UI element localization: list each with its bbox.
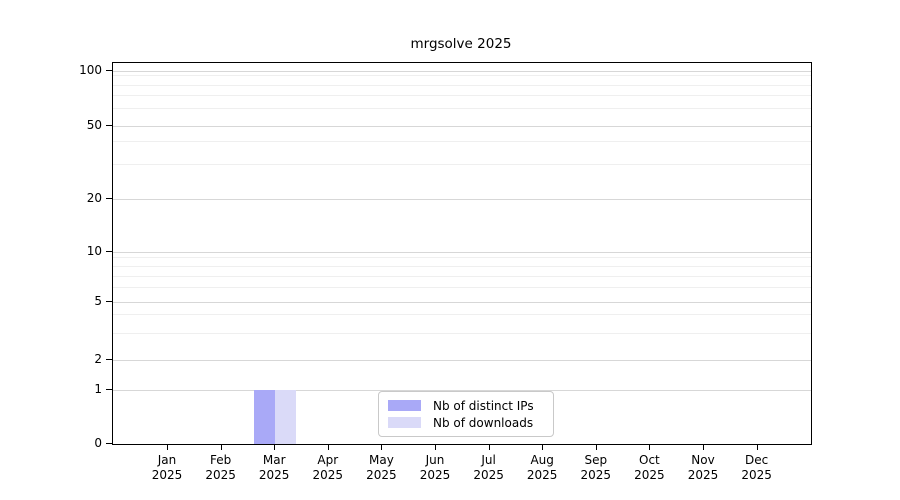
x-axis-tick-label: Dec 2025 (741, 453, 772, 482)
x-axis-tick (167, 444, 168, 450)
y-axis-tick (106, 301, 112, 302)
y-minor-gridline (113, 257, 811, 258)
y-major-gridline (113, 390, 811, 391)
y-axis-tick (106, 443, 112, 444)
y-minor-gridline (113, 141, 811, 142)
y-axis-tick (106, 125, 112, 126)
legend-item-distinct-ips: Nb of distinct IPs (388, 399, 544, 413)
x-axis-tick (595, 444, 597, 450)
x-axis-tick (327, 444, 329, 450)
y-minor-gridline (113, 164, 811, 165)
y-major-gridline (113, 71, 811, 72)
x-axis-tick-label: May 2025 (366, 453, 397, 482)
x-axis-tick-label: Aug 2025 (526, 453, 558, 482)
x-axis-tick (703, 444, 704, 450)
x-axis-tick-label: Nov 2025 (687, 453, 719, 482)
legend: Nb of distinct IPs Nb of downloads (378, 391, 554, 437)
legend-label-distinct-ips: Nb of distinct IPs (433, 398, 534, 413)
y-axis-tick-label: 2 (94, 352, 102, 366)
chart-title: mrgsolve 2025 (410, 36, 512, 52)
x-axis-tick-label: Jun 2025 (419, 453, 451, 482)
x-axis-tick-label: Sep 2025 (580, 453, 612, 482)
y-minor-gridline (113, 75, 811, 76)
legend-label-downloads: Nb of downloads (433, 415, 534, 430)
y-major-gridline (113, 302, 811, 303)
x-axis-tick (649, 444, 651, 450)
legend-item-downloads: Nb of downloads (388, 416, 544, 430)
y-axis-tick (106, 389, 112, 390)
y-axis-tick (106, 198, 112, 199)
x-axis-tick-label: Jul 2025 (473, 453, 504, 482)
x-axis-tick (274, 444, 276, 450)
y-minor-gridline (113, 287, 811, 288)
y-axis-tick-label: 1 (94, 382, 102, 396)
y-major-gridline (113, 252, 811, 253)
y-minor-gridline (113, 266, 811, 267)
y-minor-gridline (113, 314, 811, 315)
y-minor-gridline (113, 85, 811, 86)
x-axis-tick (488, 444, 490, 450)
x-axis-tick (542, 444, 544, 450)
y-axis-tick (106, 251, 112, 252)
legend-swatch-distinct-ips (388, 400, 421, 411)
y-major-gridline (113, 199, 811, 200)
x-axis-tick (756, 444, 758, 450)
y-minor-gridline (113, 95, 811, 96)
x-axis-tick (381, 444, 383, 450)
y-axis-tick-label: 50 (86, 118, 102, 132)
y-axis-tick-label: 100 (79, 63, 102, 77)
y-minor-gridline (113, 276, 811, 277)
x-axis-tick-label: Jan 2025 (151, 453, 183, 482)
bar-distinct-ips (254, 390, 276, 444)
x-axis-tick-label: Mar 2025 (258, 453, 290, 482)
y-axis-tick-label: 20 (86, 191, 102, 205)
y-minor-gridline (113, 108, 811, 109)
plot-area: Nb of distinct IPs Nb of downloads (112, 62, 812, 445)
x-axis-tick (435, 444, 436, 450)
legend-swatch-downloads (388, 417, 421, 428)
bar-downloads (275, 390, 297, 444)
y-axis-tick (106, 359, 112, 360)
y-axis-tick-label: 5 (94, 294, 102, 308)
y-major-gridline (113, 360, 811, 361)
y-axis-tick-label: 10 (86, 244, 102, 258)
y-minor-gridline (113, 333, 811, 334)
x-axis-tick-label: Apr 2025 (312, 453, 344, 482)
x-axis-tick-label: Feb 2025 (205, 453, 236, 482)
y-axis-tick-label: 0 (94, 436, 102, 450)
x-axis-tick-label: Oct 2025 (634, 453, 665, 482)
x-axis-tick (220, 444, 222, 450)
y-major-gridline (113, 126, 811, 127)
y-axis-tick (106, 70, 112, 71)
